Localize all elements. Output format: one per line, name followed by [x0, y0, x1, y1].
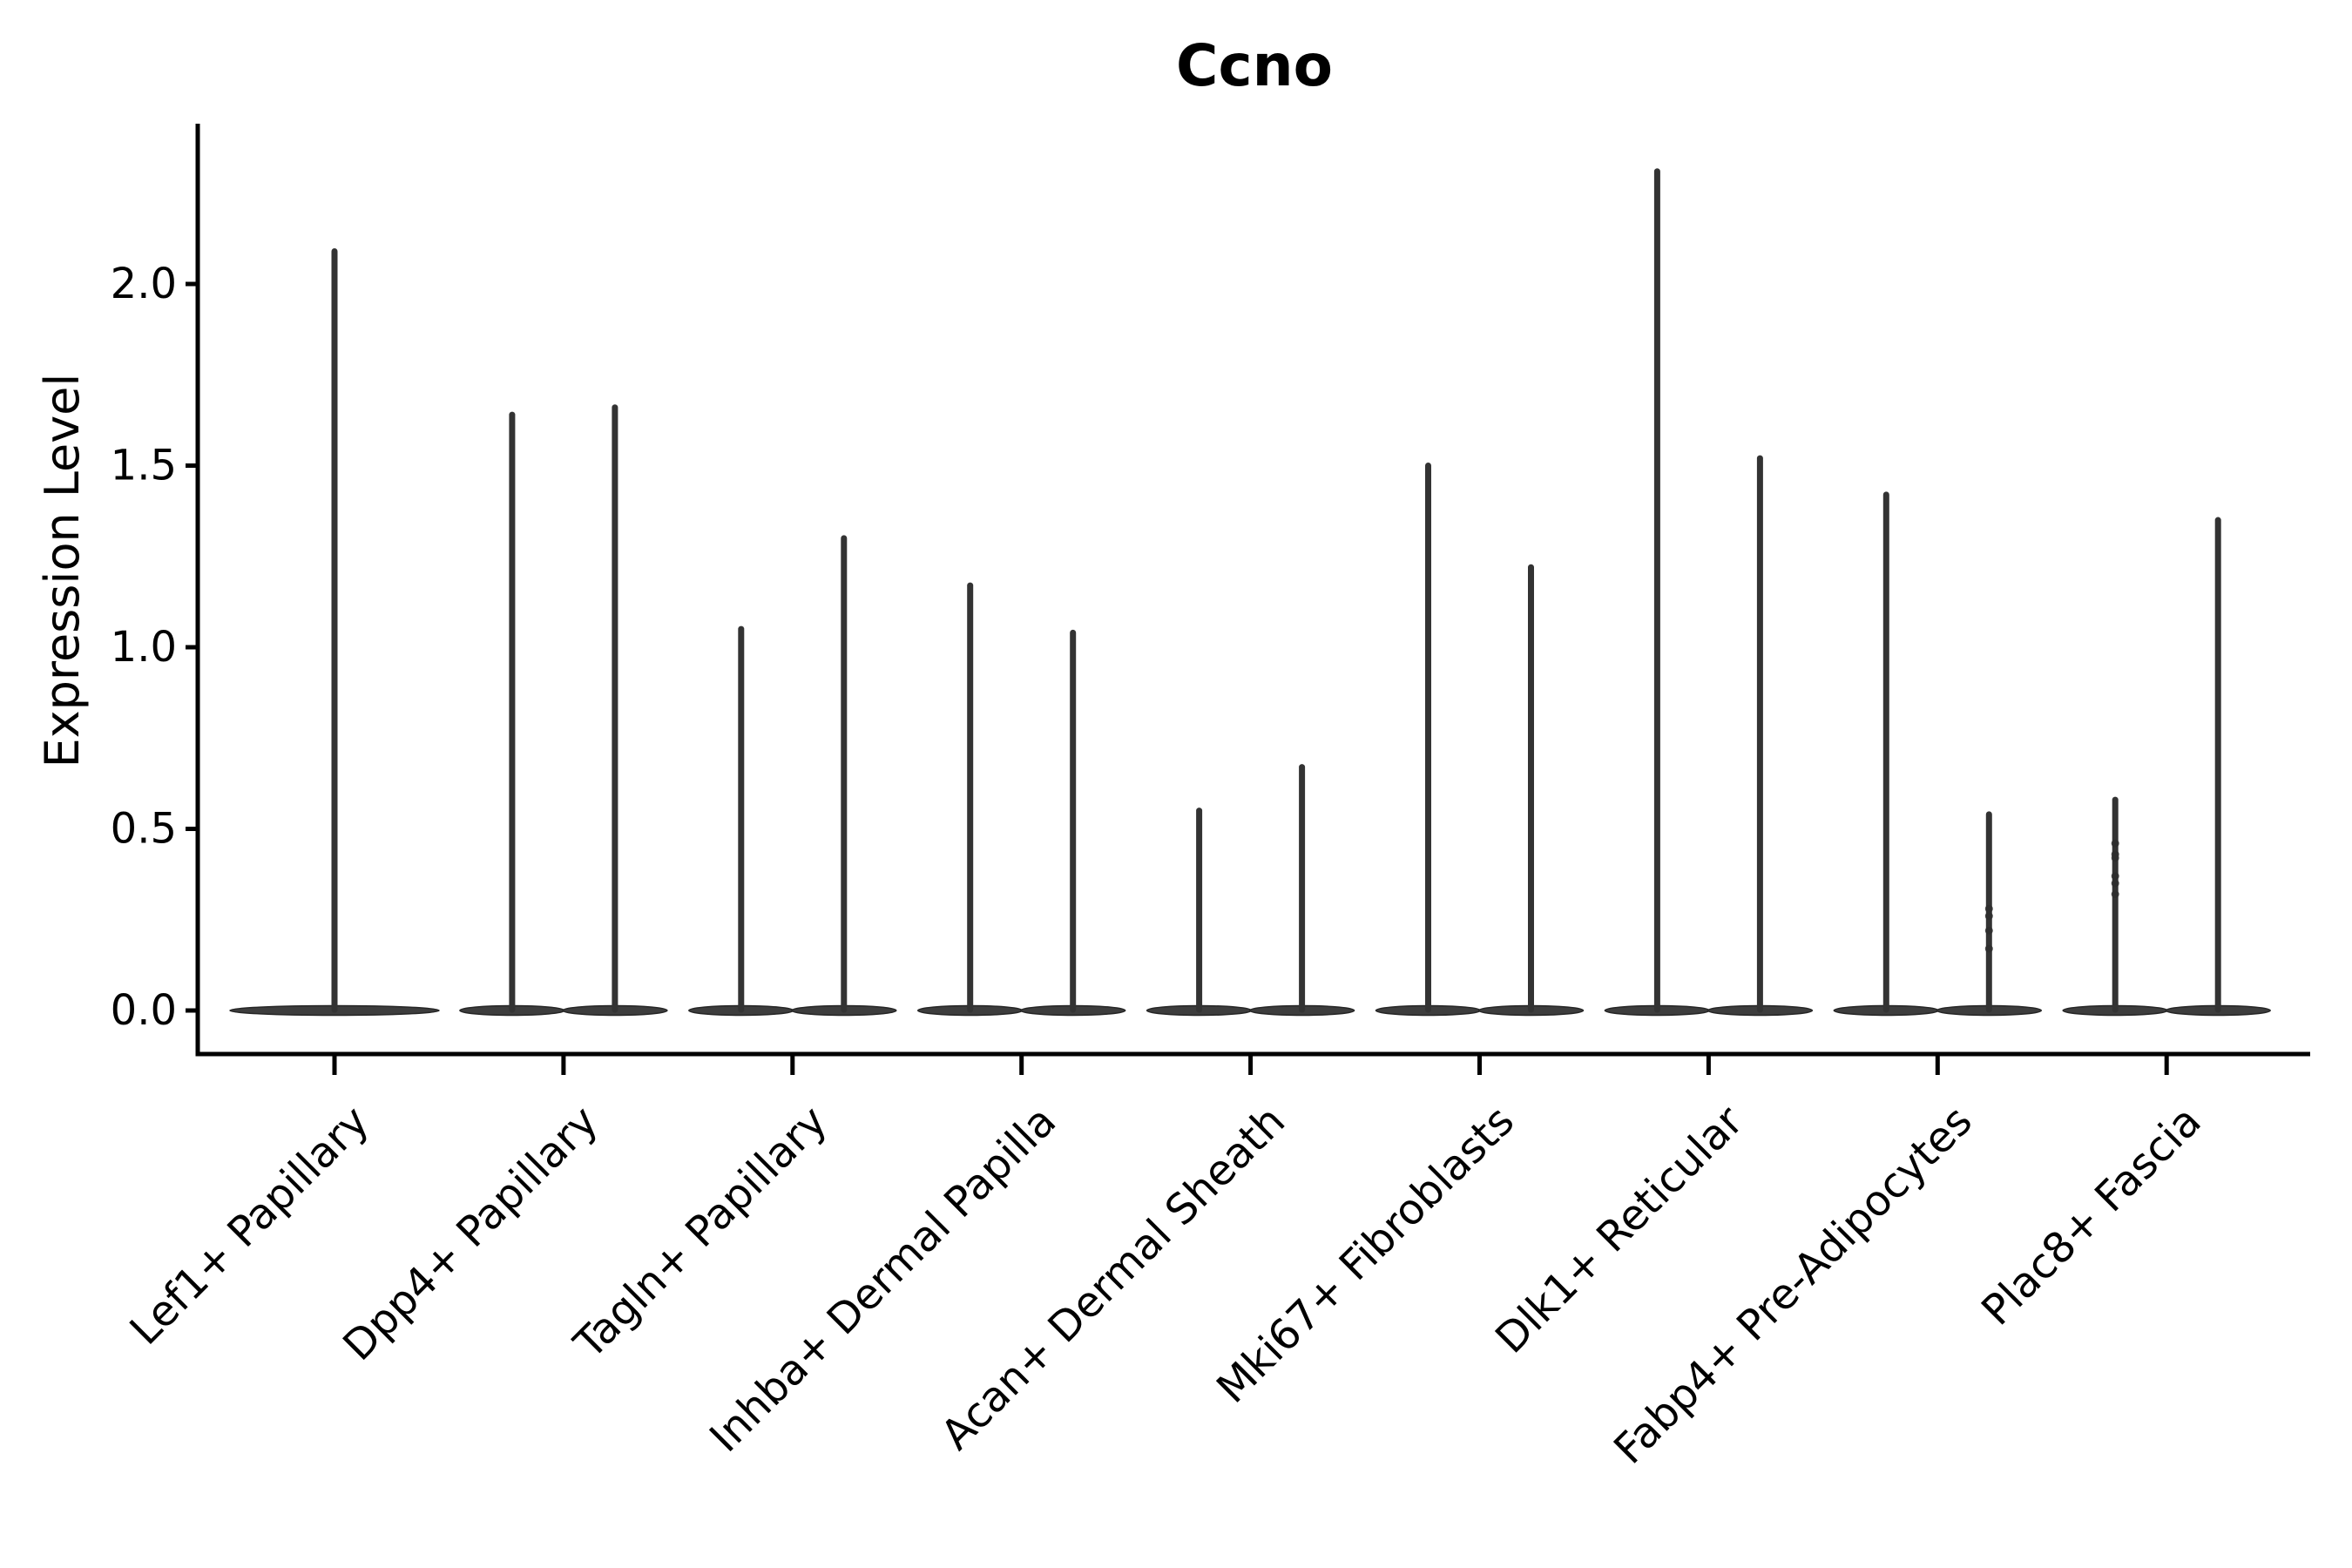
y-tick-label: 0.5: [111, 805, 177, 854]
violin-group: [1604, 168, 1814, 1017]
ticks-layer: [186, 281, 2169, 1075]
x-tick-label: Plac8+ Fascia: [1972, 1097, 2211, 1335]
x-tick-label: Dpp4+ Papillary: [334, 1097, 607, 1370]
violin-group: [916, 582, 1126, 1017]
jitter-dot: [1984, 912, 1993, 921]
violin-group: [688, 535, 897, 1017]
violin-group: [1833, 491, 2043, 1017]
jitter-dot: [1984, 944, 1993, 953]
y-tick-label: 0.0: [111, 986, 177, 1035]
y-tick-label: 1.5: [111, 442, 177, 490]
y-tick-label: 1.0: [111, 623, 177, 672]
jitter-dot: [1984, 904, 1993, 913]
x-tick-label: Tagln+ Papillary: [564, 1097, 836, 1369]
axes-layer: [195, 124, 2310, 1057]
violin-group: [229, 247, 440, 1017]
jitter-dot: [2111, 872, 2119, 881]
jitter-dot: [2111, 839, 2119, 848]
jitter-dot: [2111, 890, 2119, 899]
jitter-dot: [2111, 854, 2119, 862]
y-axis-label: Expression Level: [35, 374, 90, 768]
y-tick-label: 2.0: [111, 260, 177, 308]
chart-title: Ccno: [1176, 32, 1333, 99]
jitter-dot: [1984, 926, 1993, 935]
violin-group: [1146, 764, 1355, 1017]
jitter-dot: [2111, 879, 2119, 888]
x-tick-label: Lef1+ Papillary: [121, 1097, 379, 1355]
violin-group: [459, 404, 668, 1017]
violin-group: [1375, 463, 1585, 1017]
violins-layer: [229, 168, 2271, 1017]
violin-group: [2062, 517, 2271, 1017]
x-tick-label: Dlk1+ Reticular: [1486, 1097, 1753, 1363]
